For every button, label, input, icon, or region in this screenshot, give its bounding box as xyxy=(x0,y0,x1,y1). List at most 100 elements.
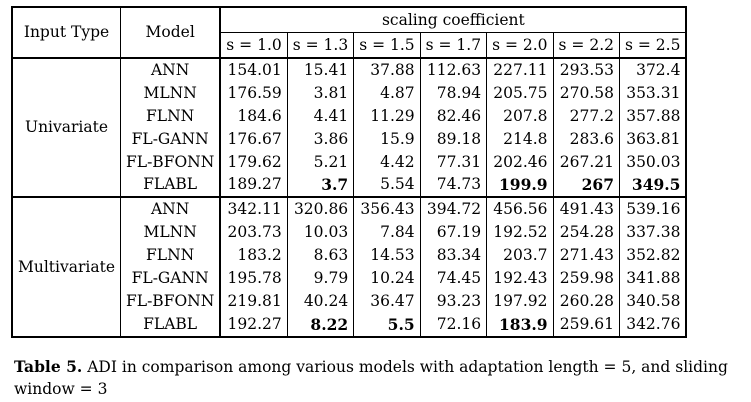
table-cell: 394.72 xyxy=(420,197,488,222)
table-cell: 259.98 xyxy=(553,267,621,290)
model-name: FL-BFONN xyxy=(120,289,222,313)
table-cell: 270.58 xyxy=(553,81,621,105)
table-cell: 5.54 xyxy=(353,173,421,199)
table-cell: 183.9 xyxy=(486,312,554,338)
table-cell: 4.42 xyxy=(353,150,421,174)
table-cell: 40.24 xyxy=(287,289,355,313)
table-cell: 202.46 xyxy=(486,150,554,174)
table-row: Multivariate ANN 342.11 320.86 356.43 394.72 4… xyxy=(11,197,688,338)
table-row: FLABL 189.27 3.7 5.54 74.73 199.9 267 349.5 xyxy=(12,173,688,199)
table-cell: 89.18 xyxy=(420,127,488,151)
header-s-col-4: s = 2.0 xyxy=(486,32,554,59)
table-cell: 205.75 xyxy=(486,81,554,105)
caption-label: Table 5. xyxy=(14,357,83,376)
table-cell: 154.01 xyxy=(220,58,288,82)
model-name: ANN xyxy=(120,58,222,82)
table-cell: 8.63 xyxy=(287,244,355,268)
table-cell: 179.62 xyxy=(220,150,288,174)
table-cell: 3.81 xyxy=(287,81,355,105)
model-name: ANN xyxy=(120,197,222,222)
table-cell: 36.47 xyxy=(353,289,421,313)
table-cell: 203.7 xyxy=(486,244,554,268)
table-cell: 267 xyxy=(553,173,621,199)
table-cell: 74.45 xyxy=(420,267,488,290)
group-label: Univariate xyxy=(11,58,122,199)
table-cell: 199.9 xyxy=(486,173,554,199)
table-row: MLNN 203.73 10.03 7.84 67.19 192.52 254.28 337.… xyxy=(12,221,688,245)
table-cell: 176.67 xyxy=(220,127,288,151)
header-s-col-3: s = 1.7 xyxy=(420,32,488,59)
table-cell: 260.28 xyxy=(553,289,621,313)
table-cell: 15.41 xyxy=(287,58,355,82)
table-cell: 10.03 xyxy=(287,221,355,245)
table-cell: 192.52 xyxy=(486,221,554,245)
table-cell: 341.88 xyxy=(619,267,688,290)
table-cell: 259.61 xyxy=(553,312,621,338)
table-cell: 15.9 xyxy=(353,127,421,151)
table-cell: 192.27 xyxy=(220,312,288,338)
table-cell: 184.6 xyxy=(220,104,288,128)
table-cell: 82.46 xyxy=(420,104,488,128)
table-cell: 3.86 xyxy=(287,127,355,151)
table-cell: 352.82 xyxy=(619,244,688,268)
table-cell: 8.22 xyxy=(287,312,355,338)
table-cell: 357.88 xyxy=(619,104,688,128)
table-caption: Table 5. ADI in comparison among various… xyxy=(14,356,742,400)
model-name: MLNN xyxy=(120,81,222,105)
header-s-col-5: s = 2.2 xyxy=(553,32,621,59)
table-cell: 9.79 xyxy=(287,267,355,290)
table-cell: 203.73 xyxy=(220,221,288,245)
table-cell: 4.87 xyxy=(353,81,421,105)
table-cell: 349.5 xyxy=(619,173,688,199)
model-name: FL-GANN xyxy=(120,127,222,151)
table-body: Univariate ANN 154.01 15.41 37.88 112.63 227.1… xyxy=(11,58,688,338)
table-cell: 197.92 xyxy=(486,289,554,313)
table-cell: 350.03 xyxy=(619,150,688,174)
table-cell: 320.86 xyxy=(287,197,355,222)
table-cell: 14.53 xyxy=(353,244,421,268)
table-cell: 77.31 xyxy=(420,150,488,174)
table-row: FL-GANN 195.78 9.79 10.24 74.45 192.43 259.98 3… xyxy=(12,267,688,290)
table-cell: 372.4 xyxy=(619,58,688,82)
scaling-header-row: s = 1.0 s = 1.3 s = 1.5 s = 1.7 s = 2.0 s = 2… xyxy=(12,32,688,59)
header-s-col-0: s = 1.0 xyxy=(220,32,288,59)
model-name: FL-BFONN xyxy=(120,150,222,174)
table-cell: 277.2 xyxy=(553,104,621,128)
table-cell: 456.56 xyxy=(486,197,554,222)
table-cell: 37.88 xyxy=(353,58,421,82)
table-cell: 342.11 xyxy=(220,197,288,222)
table-cell: 353.31 xyxy=(619,81,688,105)
table-cell: 4.41 xyxy=(287,104,355,128)
table-cell: 10.24 xyxy=(353,267,421,290)
header-scaling-coefficient: scaling coefficient xyxy=(220,6,688,33)
table-cell: 267.21 xyxy=(553,150,621,174)
header-s-col-6: s = 2.5 xyxy=(619,32,688,59)
table-cell: 337.38 xyxy=(619,221,688,245)
table-cell: 72.16 xyxy=(420,312,488,338)
model-name: MLNN xyxy=(120,221,222,245)
table-cell: 67.19 xyxy=(420,221,488,245)
table-row: FLNN 184.6 4.41 11.29 82.46 207.8 277.2 357.88 xyxy=(12,104,688,128)
model-name: FLABL xyxy=(120,173,222,199)
model-name: FLNN xyxy=(120,244,222,268)
table-row: MLNN 176.59 3.81 4.87 78.94 205.75 270.58 353.3… xyxy=(12,81,688,105)
table-row: FLNN 183.2 8.63 14.53 83.34 203.7 271.43 352.82 xyxy=(12,244,688,268)
table-cell: 356.43 xyxy=(353,197,421,222)
table-cell: 3.7 xyxy=(287,173,355,199)
header-s-col-1: s = 1.3 xyxy=(287,32,355,59)
results-table-container: Input Type Model scaling coefficient s =… xyxy=(11,6,688,338)
table-cell: 112.63 xyxy=(420,58,488,82)
table-cell: 227.11 xyxy=(486,58,554,82)
table-cell: 5.5 xyxy=(353,312,421,338)
table-cell: 491.43 xyxy=(553,197,621,222)
results-table: Input Type Model scaling coefficient s =… xyxy=(11,6,688,338)
table-cell: 183.2 xyxy=(220,244,288,268)
model-name: FLABL xyxy=(120,312,222,338)
table-cell: 342.76 xyxy=(619,312,688,338)
table-row: Univariate ANN 154.01 15.41 37.88 112.63 227.1… xyxy=(11,58,688,199)
table-cell: 74.73 xyxy=(420,173,488,199)
table-cell: 293.53 xyxy=(553,58,621,82)
table-cell: 192.43 xyxy=(486,267,554,290)
group-label: Multivariate xyxy=(11,197,122,338)
table-row: FL-BFONN 219.81 40.24 36.47 93.23 197.92 260.2… xyxy=(12,289,688,313)
